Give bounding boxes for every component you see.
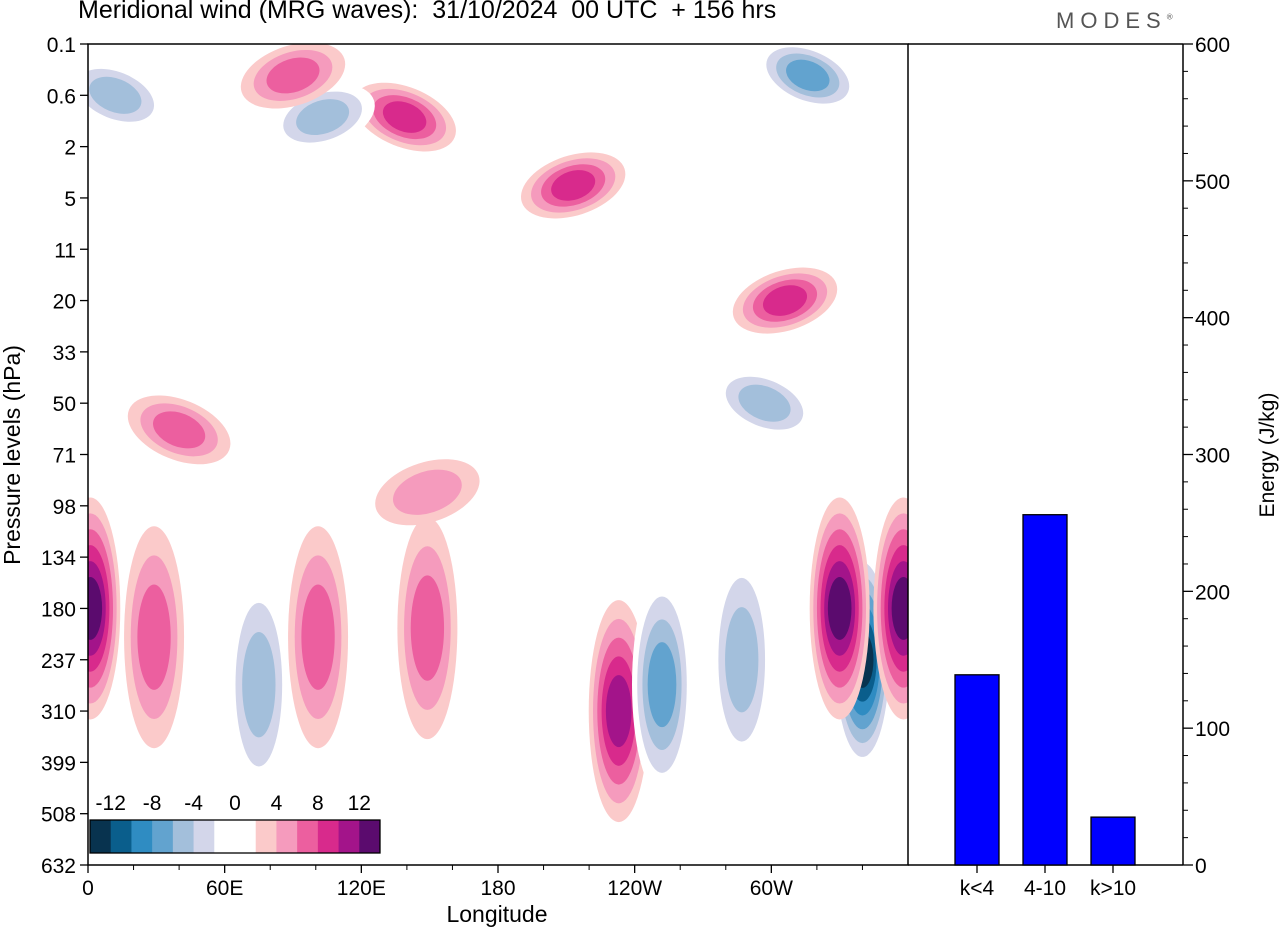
contour-blob: [392, 469, 462, 515]
energy-tick-label: 300: [1195, 445, 1230, 468]
bar-category-label: 4-10: [1024, 877, 1066, 900]
x-tick-label: 120E: [337, 877, 386, 900]
colorbar-swatch: [110, 820, 132, 853]
y-tick-label: 399: [41, 752, 76, 775]
colorbar-label: -12: [96, 792, 126, 815]
y-tick-label: 71: [53, 445, 76, 468]
colorbar-swatch: [359, 820, 381, 853]
x-tick-label: 60W: [750, 877, 793, 900]
contour-blob: [89, 76, 142, 114]
bar-category-label: k>10: [1090, 877, 1136, 900]
energy-axis-label: Energy (J/kg): [1256, 393, 1279, 518]
y-tick-label: 237: [41, 650, 76, 673]
longitude-axis: 0 60E 120E 180 120W 60W: [82, 865, 863, 900]
colorbar-label: 12: [348, 792, 371, 815]
colorbar-swatch: [297, 820, 319, 853]
x-tick-label: 120W: [607, 877, 662, 900]
colorbar-label: 8: [312, 792, 324, 815]
energy-tick-label: 0: [1195, 855, 1207, 878]
contour-blob: [605, 675, 632, 748]
colorbar-swatch: [152, 820, 174, 853]
y-tick-label: 508: [41, 804, 76, 827]
chart-title: Meridional wind (MRG waves): 31/10/2024 …: [78, 0, 777, 24]
y-tick-label: 11: [54, 239, 76, 262]
x-tick-label: 60E: [206, 877, 243, 900]
x-tick-label: 0: [82, 877, 94, 900]
contour-blob: [762, 285, 808, 316]
contour-blob: [410, 575, 445, 681]
y-tick-label: 310: [41, 701, 76, 724]
contour-blob: [301, 584, 335, 690]
y-tick-label: 50: [53, 393, 76, 416]
contour-blob: [266, 57, 320, 94]
colorbar-label: -8: [143, 792, 162, 815]
energy-bar: [1090, 816, 1136, 866]
contour-blob: [786, 59, 830, 92]
energy-bar: [954, 674, 1000, 866]
y-tick-label: 180: [41, 598, 76, 621]
x-tick-label: 180: [480, 877, 515, 900]
y-tick-label: 0.1: [47, 34, 76, 57]
colorbar: -12 -8 -4 0 4 8 12: [89, 792, 381, 854]
colorbar-swatch: [317, 820, 340, 853]
energy-tick-label: 600: [1195, 34, 1230, 57]
pressure-axis: 0.1 0.6 2 5 11 20 33 50 71 98 134 180 237 310 399 508 63…: [41, 34, 88, 878]
energy-axis: 0 100 200 300 400 500 600: [1183, 34, 1230, 878]
colorbar-label: 4: [271, 792, 283, 815]
x-axis-label: Longitude: [446, 901, 547, 927]
contour-blob: [725, 607, 759, 713]
contour-blob: [827, 576, 852, 640]
bar-category-label: k<4: [960, 877, 995, 900]
contour-blob: [88, 576, 103, 640]
colorbar-swatch: [338, 820, 360, 853]
colorbar-label: 0: [229, 792, 241, 815]
contour-blob: [242, 631, 276, 738]
contour-blob: [382, 101, 427, 133]
contour-blob: [296, 99, 350, 136]
contour-blob: [153, 411, 206, 449]
colorbar-swatch: [235, 820, 257, 853]
y-axis-label: Pressure levels (hPa): [0, 345, 25, 565]
colorbar-swatch: [172, 820, 195, 853]
y-tick-label: 0.6: [47, 85, 76, 108]
y-tick-label: 5: [64, 188, 76, 211]
contour-blob: [891, 576, 908, 640]
energy-tick-label: 500: [1195, 171, 1230, 194]
colorbar-swatch: [255, 820, 277, 853]
brand-logo: MODES®: [1056, 8, 1173, 33]
energy-tick-label: 400: [1195, 308, 1230, 331]
y-tick-label: 33: [53, 342, 76, 365]
y-tick-label: 2: [64, 137, 76, 160]
contour-blob: [551, 170, 596, 201]
energy-tick-label: 100: [1195, 718, 1230, 741]
colorbar-swatch: [131, 820, 153, 853]
colorbar-label: -4: [184, 792, 203, 815]
energy-bar: [1022, 514, 1068, 866]
colorbar-swatch: [214, 820, 236, 853]
colorbar-swatch: [90, 820, 112, 853]
energy-tick-label: 200: [1195, 581, 1230, 604]
y-tick-label: 20: [53, 291, 76, 314]
contour-blob: [647, 642, 677, 728]
contour-blob: [137, 584, 171, 690]
contour-field: [88, 44, 908, 865]
y-tick-label: 98: [53, 496, 76, 519]
contour-blob: [738, 384, 791, 422]
energy-bars: k<4 4-10 k>10: [954, 514, 1136, 900]
colorbar-swatch: [276, 820, 298, 853]
y-tick-label: 134: [41, 547, 76, 570]
colorbar-swatch: [193, 820, 215, 853]
y-tick-label: 632: [41, 855, 76, 878]
